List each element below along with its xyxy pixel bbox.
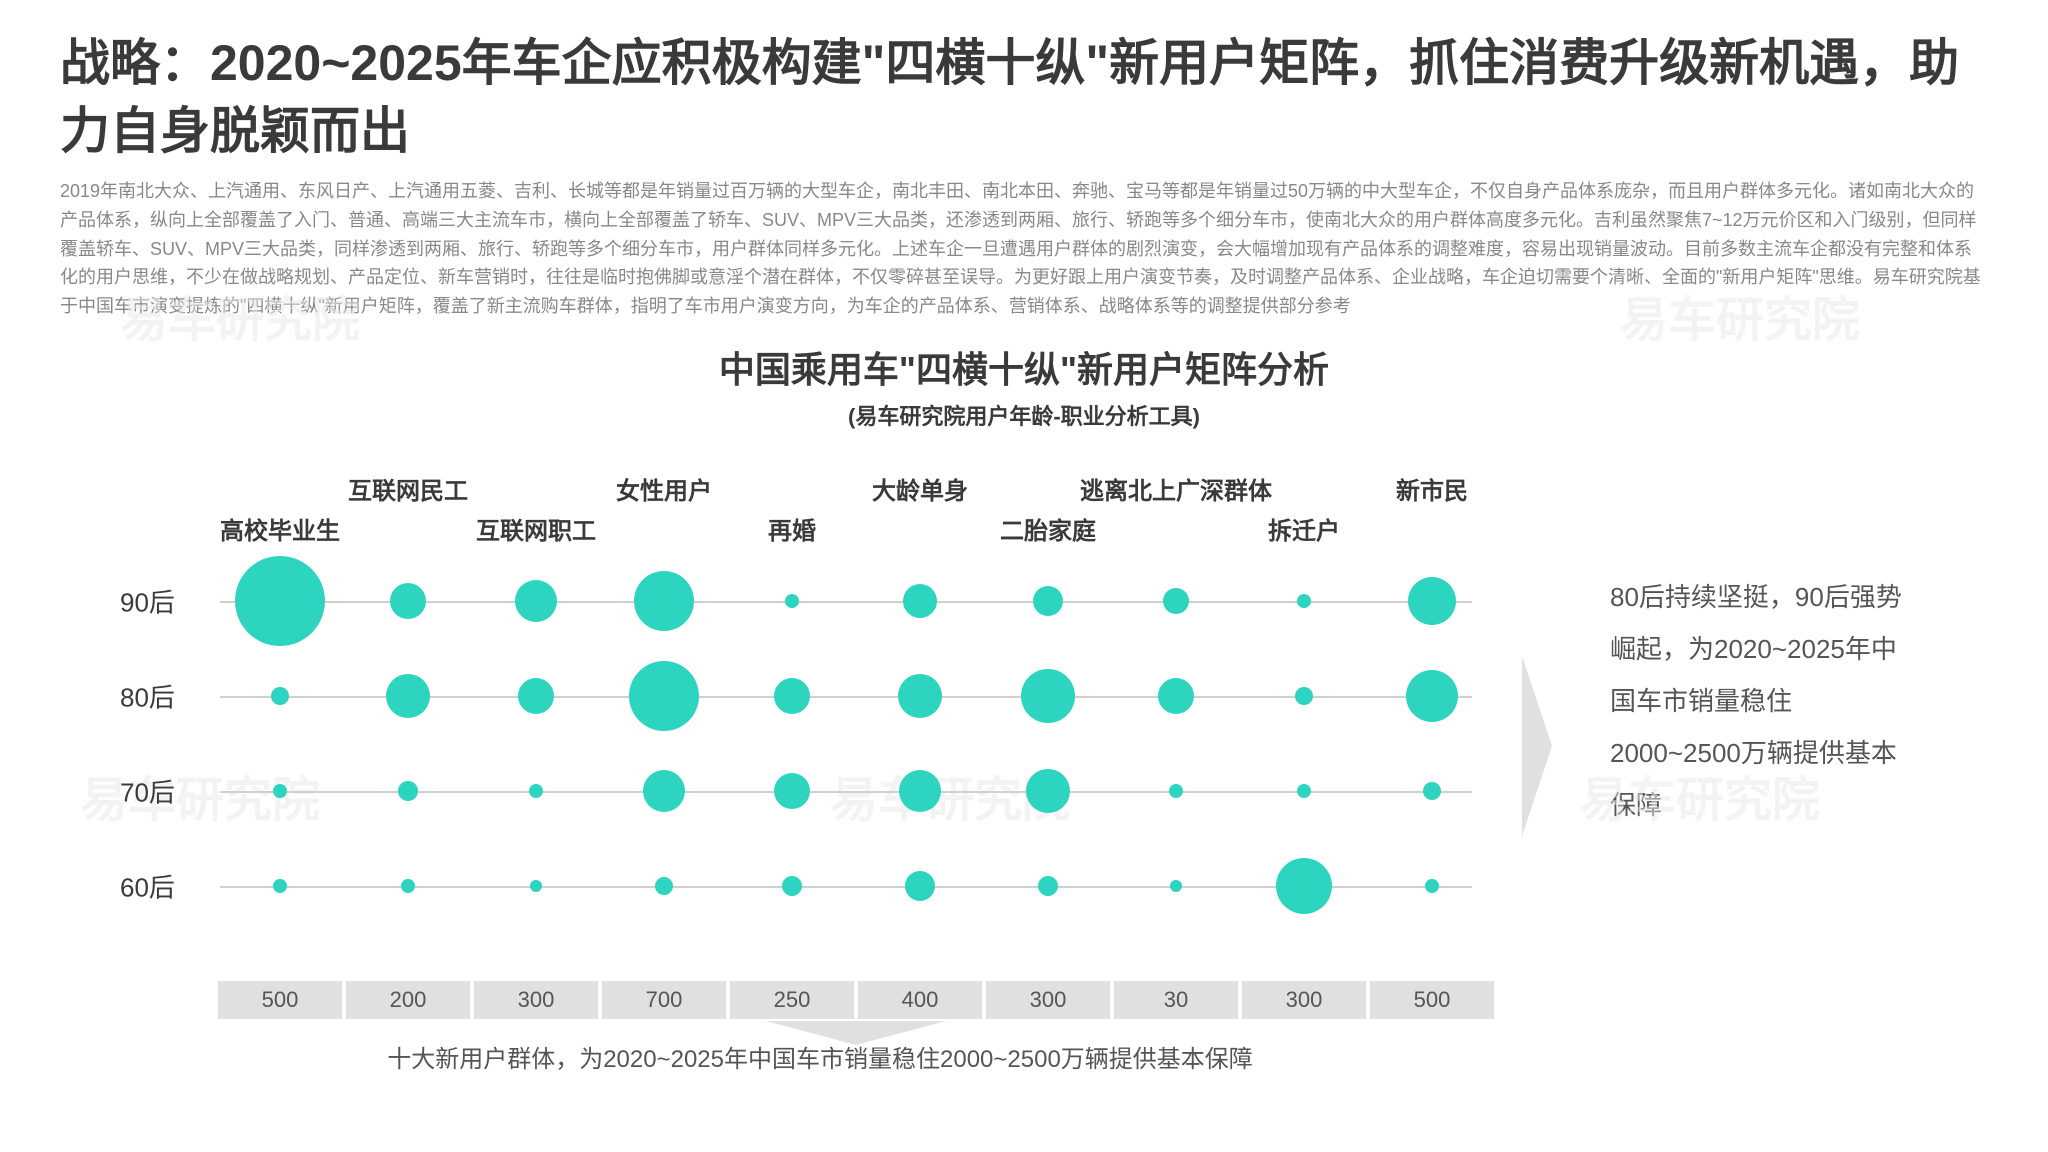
bubble-point — [401, 879, 415, 893]
bubble-point — [782, 876, 802, 896]
column-header: 大龄单身 — [872, 471, 968, 506]
description-text: 2019年南北大众、上汽通用、东风日产、上汽通用五菱、吉利、长城等都是年销量过百… — [60, 177, 1988, 321]
page-title: 战略：2020~2025年车企应积极构建"四横十纵"新用户矩阵，抓住消费升级新机… — [60, 30, 1988, 165]
bubble-point — [398, 781, 418, 801]
chart-wrapper: 互联网民工 女性用户 大龄单身 逃离北上广深群体 新市民高校毕业生 互联网职工 再婚 二胎家庭… — [60, 451, 1988, 1031]
bubble-point — [1425, 879, 1439, 893]
column-header: 互联网职工 — [476, 511, 596, 546]
x-tick: 200 — [346, 981, 470, 1019]
bubble-point — [899, 770, 941, 812]
chart-subtitle: (易车研究院用户年龄-职业分析工具) — [60, 399, 1988, 431]
x-tick: 400 — [858, 981, 982, 1019]
bubble-point — [1038, 876, 1058, 896]
bubble-matrix-chart: 互联网民工 女性用户 大龄单身 逃离北上广深群体 新市民高校毕业生 互联网职工 再婚 二胎家庭… — [60, 451, 1580, 1031]
row-label: 60后 — [120, 867, 175, 904]
bubble-point — [634, 571, 694, 631]
chart-title: 中国乘用车"四横十纵"新用户矩阵分析 — [60, 341, 1988, 393]
bubble-point — [1276, 858, 1332, 914]
bubble-point — [390, 583, 426, 619]
column-header: 新市民 — [1396, 471, 1468, 506]
bubble-point — [1406, 670, 1458, 722]
x-tick: 500 — [1370, 981, 1494, 1019]
bubble-point — [235, 556, 325, 646]
bubble-point — [903, 584, 937, 618]
bubble-point — [774, 773, 810, 809]
bubble-point — [1297, 594, 1311, 608]
bubble-point — [273, 879, 287, 893]
x-tick: 30 — [1114, 981, 1238, 1019]
row-label: 70后 — [120, 772, 175, 809]
x-tick: 300 — [1242, 981, 1366, 1019]
bubble-point — [1021, 669, 1075, 723]
column-header: 高校毕业生 — [220, 511, 340, 546]
column-header: 再婚 — [768, 511, 816, 546]
bubble-point — [1423, 782, 1441, 800]
bubble-point — [1408, 577, 1456, 625]
bubble-point — [1297, 784, 1311, 798]
bubble-point — [1158, 678, 1194, 714]
column-header: 互联网民工 — [348, 471, 468, 506]
bubble-point — [774, 678, 810, 714]
bubble-point — [386, 674, 430, 718]
bubble-point — [1169, 784, 1183, 798]
bubble-point — [643, 770, 685, 812]
arrow-right-icon — [1522, 656, 1552, 836]
bubble-point — [629, 661, 699, 731]
row-label: 90后 — [120, 582, 175, 619]
column-header: 拆迁户 — [1268, 511, 1340, 546]
x-tick: 700 — [602, 981, 726, 1019]
x-tick: 250 — [730, 981, 854, 1019]
bubble-point — [655, 877, 673, 895]
bubble-point — [1026, 769, 1070, 813]
bubble-point — [1033, 586, 1063, 616]
bubble-point — [1295, 687, 1313, 705]
column-header: 女性用户 — [616, 471, 712, 506]
arrow-down-icon — [766, 1021, 946, 1045]
bubble-point — [530, 880, 542, 892]
x-tick: 300 — [474, 981, 598, 1019]
bubble-point — [518, 678, 554, 714]
row-label: 80后 — [120, 677, 175, 714]
bubble-point — [898, 674, 942, 718]
bubble-point — [271, 687, 289, 705]
side-annotation: 80后持续坚挺，90后强势崛起，为2020~2025年中国车市销量稳住2000~… — [1580, 451, 1920, 831]
bubble-point — [785, 594, 799, 608]
x-tick: 500 — [218, 981, 342, 1019]
bubble-point — [273, 784, 287, 798]
bubble-point — [905, 871, 935, 901]
bubble-point — [1170, 880, 1182, 892]
bubble-point — [1163, 588, 1189, 614]
column-header: 逃离北上广深群体 — [1080, 471, 1272, 506]
x-tick: 300 — [986, 981, 1110, 1019]
bubble-point — [529, 784, 543, 798]
bubble-point — [515, 580, 557, 622]
column-header: 二胎家庭 — [1000, 511, 1096, 546]
